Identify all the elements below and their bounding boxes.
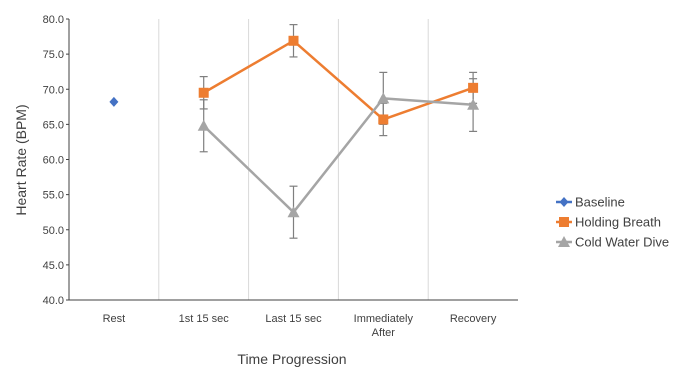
x-tick-label-line: Recovery <box>450 313 497 325</box>
x-tick-label: Recovery <box>450 313 497 325</box>
y-tick-label: 65.0 <box>43 119 64 131</box>
y-tick-label: 50.0 <box>43 225 64 237</box>
x-axis-title: Time Progression <box>237 351 346 367</box>
cold-water-dive-point <box>197 119 210 131</box>
legend-marker-cold-water-dive <box>558 236 570 247</box>
tick-labels: 40.0 45.0 50.0 55.0 60.0 65.0 70.0 75.0 80.0 Rest… <box>43 14 497 339</box>
holding-breath-point <box>198 87 209 98</box>
series-lines <box>202 39 474 214</box>
holding-breath-point <box>378 114 389 125</box>
x-tick-label: Last 15 sec <box>265 313 322 325</box>
legend: Baseline Holding Breath Cold Water Dive <box>556 195 669 250</box>
y-tick-label: 75.0 <box>43 49 64 61</box>
baseline-point <box>109 96 119 107</box>
y-tick-label: 80.0 <box>43 14 64 26</box>
legend-label: Holding Breath <box>575 215 661 230</box>
y-tick-label: 55.0 <box>43 190 64 202</box>
x-tick-label-line: Immediately <box>354 313 414 325</box>
y-tick-label: 70.0 <box>43 84 64 96</box>
legend-label: Cold Water Dive <box>575 235 669 250</box>
legend-label: Baseline <box>575 195 625 210</box>
cold-water-dive-point <box>467 98 480 110</box>
holding-breath-point <box>288 35 299 46</box>
y-tick-label: 60.0 <box>43 155 64 167</box>
legend-entry-cold-water-dive: Cold Water Dive <box>556 235 669 250</box>
legend-entry-holding-breath: Holding Breath <box>556 215 661 230</box>
x-tick-label-line: After <box>372 327 396 339</box>
cold-water-dive-point <box>287 206 300 218</box>
x-tick-label: Rest <box>103 313 126 325</box>
cold-water-dive-point <box>377 92 390 104</box>
x-tick-label-line: Rest <box>103 313 126 325</box>
cold-water-dive-line <box>202 97 474 214</box>
axes <box>66 18 518 301</box>
x-tick-label-line: 1st 15 sec <box>179 313 230 325</box>
legend-marker-baseline <box>559 197 569 207</box>
y-tick-label: 45.0 <box>43 260 64 272</box>
legend-marker-holding-breath <box>559 217 569 227</box>
series-markers <box>109 35 480 218</box>
x-tick-label: Immediately After <box>354 313 414 339</box>
y-tick-label: 40.0 <box>43 295 64 307</box>
y-axis-title: Heart Rate (BPM) <box>13 104 29 215</box>
holding-breath-line <box>203 39 474 121</box>
legend-entry-baseline: Baseline <box>556 195 625 210</box>
gridlines <box>158 19 429 300</box>
holding-breath-point <box>468 82 479 93</box>
x-tick-label: 1st 15 sec <box>179 313 230 325</box>
x-tick-label-line: Last 15 sec <box>265 313 322 325</box>
